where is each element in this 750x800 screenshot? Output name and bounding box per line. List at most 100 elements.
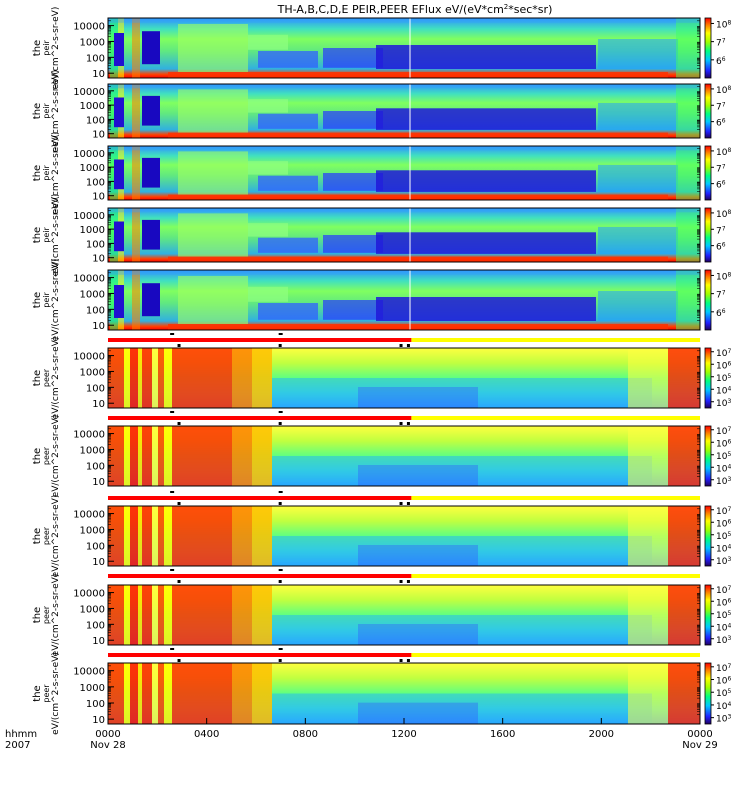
y-axis-units: eV/(cm^2-s-sr-eV) [51,415,61,498]
mode-bar-5 [108,648,700,662]
mode-mark [406,580,410,583]
y-axis-units: eV/(cm^2-s-sr-eV) [51,259,61,342]
spectrogram-panel-10: 10 100 1000 10000 the peer eV/(cm^2-s-sr-eV) 10… [32,652,731,735]
y-axis-sublabel: peir [42,103,51,119]
x-tick-label: 0000 [95,729,120,740]
y-axis-units: eV/(cm^2-s-sr-eV) [51,132,61,215]
mode-mark [278,422,282,425]
y-tick-label: 10000 [73,510,105,521]
mode-bar-1 [108,333,700,347]
colorbar-tick-label: 66 [716,55,726,66]
y-tick-label: 100 [86,620,105,631]
y-tick-label: 100 [86,177,105,188]
spectrogram-image [108,426,700,486]
y-axis-label: the [32,685,43,701]
mode-mark [177,659,181,662]
mode-mark [278,648,283,650]
colorbar-tick-label: 105 [716,609,731,621]
mode-mark [177,344,181,347]
colorbar-tick-label: 104 [716,543,731,555]
y-axis-sublabel: peir [42,292,51,308]
spectrogram-panel-3: 10 100 1000 10000 the peir eV/(cm^2-s-sr-eV) 10… [32,132,731,215]
y-axis-label: the [32,528,43,544]
colorbar-tick-label: 108 [716,271,731,283]
y-tick-label: 100 [86,115,105,126]
spectrogram-panel-7: 10 100 1000 10000 the peer eV/(cm^2-s-sr-eV) 10… [32,415,731,498]
spectrogram-image [108,663,700,724]
y-tick-label: 10000 [73,667,105,678]
y-tick-label: 10000 [73,430,105,441]
colorbar-tick-label: 108 [716,84,731,96]
y-tick-label: 1000 [80,225,105,236]
x-tick-label: 0400 [194,729,219,740]
y-axis-units: eV/(cm^2-s-sr-eV) [51,495,61,578]
spectrogram-panel-1: 10 100 1000 10000 the peir eV/(cm^2-s-sr-eV) 10… [32,7,731,90]
y-tick-label: 1000 [80,289,105,300]
mode-mark [406,659,410,662]
y-tick-label: 10000 [73,211,105,222]
mode-mark [170,648,175,650]
y-tick-label: 1000 [80,163,105,174]
spectrogram-image [108,146,700,200]
colorbar-tick-label: 77 [716,37,726,49]
y-axis-label: the [32,292,43,308]
colorbar-tick-label: 107 [716,662,731,674]
y-axis-sublabel: peer [42,526,51,545]
colorbar-tick-label: 77 [716,163,726,175]
y-tick-label: 10 [92,192,105,203]
mode-mark [170,333,175,335]
mode-bar-segment [108,653,412,657]
y-axis-label: the [32,103,43,119]
y-axis-sublabel: peer [42,368,51,387]
spectrogram-image [108,585,700,645]
colorbar-tick-label: 66 [716,117,726,128]
colorbar-tick-label: 108 [716,19,731,31]
mode-mark [278,491,283,493]
x-date-label: Nov 28 [90,740,125,751]
y-tick-label: 10 [92,130,105,141]
colorbar [704,17,712,79]
y-axis-sublabel: peer [42,684,51,703]
y-axis-sublabel: peir [42,165,51,181]
y-tick-label: 10000 [73,589,105,600]
y-tick-label: 10 [92,636,105,647]
y-tick-label: 100 [86,239,105,250]
x-date-label: Nov 29 [682,740,717,751]
colorbar [704,269,712,331]
mode-mark [399,502,403,505]
colorbar-tick-label: 107 [716,584,731,596]
colorbar [704,425,712,487]
y-axis-sublabel: peir [42,227,51,243]
colorbar-tick-label: 105 [716,450,731,462]
mode-bar-4 [108,569,700,583]
spectrogram-panel-8: 10 100 1000 10000 the peer eV/(cm^2-s-sr-eV) 10… [32,495,731,578]
colorbar [704,662,712,725]
y-axis-sublabel: peer [42,446,51,465]
colorbar-tick-label: 104 [716,700,731,712]
x-tick-label: 0000 [687,729,712,740]
colorbar-tick-label: 108 [716,208,731,220]
mode-bar-2 [108,411,700,425]
mode-mark [399,344,403,347]
y-tick-label: 10000 [73,352,105,363]
y-axis-units: eV/(cm^2-s-sr-eV) [51,574,61,657]
x-tick-label: 0800 [293,729,318,740]
y-tick-label: 10 [92,715,105,726]
y-axis-label: the [32,607,43,623]
colorbar-tick-label: 77 [716,101,726,113]
mode-bar-segment [411,416,700,420]
y-axis-units: eV/(cm^2-s-sr-eV) [51,652,61,735]
colorbar-tick-label: 107 [716,505,731,517]
y-tick-label: 1000 [80,683,105,694]
spectrogram-panel-5: 10 100 1000 10000 the peir eV/(cm^2-s-sr-eV) 10… [32,259,731,342]
colorbar-tick-label: 105 [716,688,731,700]
y-tick-label: 10 [92,399,105,410]
y-tick-label: 10 [92,321,105,332]
mode-mark [278,580,282,583]
x-tick-label: 2000 [589,729,614,740]
mode-bar-segment [108,496,412,500]
mode-bar-segment [108,338,412,342]
y-axis-label: the [32,370,43,386]
colorbar-tick-label: 103 [716,555,731,567]
spectrogram-image [108,348,700,408]
